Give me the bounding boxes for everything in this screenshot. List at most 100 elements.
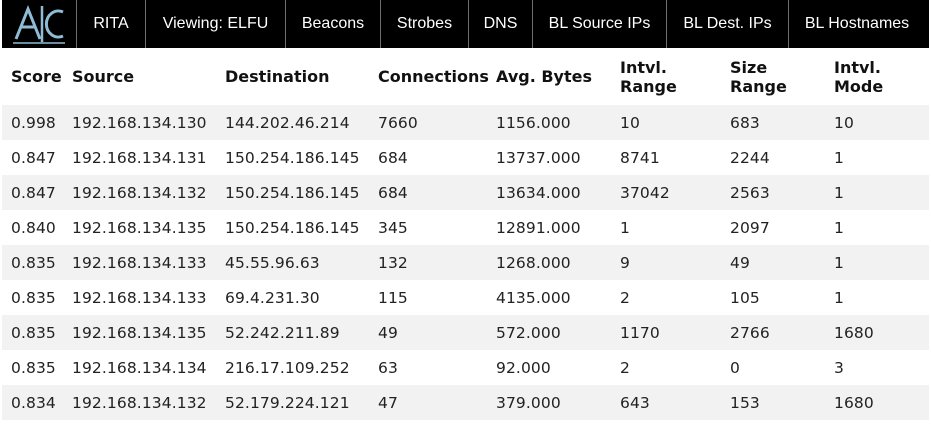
cell-size-range: 153 [730,393,760,412]
cell-intvl-range: 643 [620,393,650,412]
cell-score: 0.835 [11,358,56,377]
nav-bl-hostnames[interactable]: BL Hostnames [804,15,910,32]
cell-destination: 150.254.186.145 [225,148,360,167]
header-score[interactable]: Score [11,67,62,86]
cell-intvl-mode: 1 [834,288,844,307]
cell-size-range: 2244 [730,148,770,167]
cell-intvl-mode: 1680 [834,323,874,342]
cell-source: 192.168.134.134 [72,358,207,377]
cell-score: 0.840 [11,218,56,237]
cell-size-range: 683 [730,113,760,132]
cell-connections: 47 [378,393,398,412]
header-size-range[interactable]: Size Range [730,57,787,96]
cell-intvl-mode: 1 [834,148,844,167]
cell-destination: 150.254.186.145 [225,218,360,237]
cell-connections: 345 [378,218,408,237]
cell-avg-bytes: 379.000 [496,393,561,412]
nav-strobes[interactable]: Strobes [381,0,469,48]
cell-score: 0.835 [11,323,56,342]
cell-intvl-range: 10 [620,113,640,132]
cell-source: 192.168.134.132 [72,393,207,412]
cell-avg-bytes: 1268.000 [496,253,571,272]
cell-size-range: 49 [730,253,750,272]
header-connections[interactable]: Connections [378,67,489,86]
table-row[interactable]: 0.835 192.168.134.134 216.17.109.252 63 92.0… [2,350,929,385]
nav-bl-source-ips[interactable]: BL Source IPs [533,0,667,48]
cell-avg-bytes: 13634.000 [496,183,581,202]
cell-destination: 52.242.211.89 [225,323,340,342]
cell-score: 0.834 [11,393,56,412]
table-row[interactable]: 0.840 192.168.134.135 150.254.186.145 345 12… [2,210,929,245]
cell-connections: 132 [378,253,408,272]
cell-intvl-mode: 10 [834,113,854,132]
header-avg-bytes[interactable]: Avg. Bytes [496,67,592,86]
cell-destination: 216.17.109.252 [225,358,350,377]
header-intvl-mode[interactable]: Intvl. Mode [834,57,884,96]
nav-viewing-dataset[interactable]: Viewing: ELFU [146,0,286,48]
table-row[interactable]: 0.834 192.168.134.132 52.179.224.121 47 379.… [2,385,929,420]
cell-destination: 69.4.231.30 [225,288,320,307]
cell-size-range: 2563 [730,183,770,202]
cell-intvl-mode: 1 [834,218,844,237]
nav-beacons[interactable]: Beacons [286,0,381,48]
cell-source: 192.168.134.130 [72,113,207,132]
cell-intvl-range: 37042 [620,183,670,202]
cell-score: 0.998 [11,113,56,132]
cell-destination: 150.254.186.145 [225,183,360,202]
header-source[interactable]: Source [72,67,135,86]
cell-source: 192.168.134.132 [72,183,207,202]
cell-size-range: 0 [730,358,740,377]
cell-score: 0.847 [11,148,56,167]
nav-dns[interactable]: DNS [469,0,533,48]
cell-intvl-range: 1 [620,218,630,237]
cell-score: 0.835 [11,253,56,272]
cell-score: 0.835 [11,288,56,307]
header-destination[interactable]: Destination [225,67,330,86]
cell-source: 192.168.134.133 [72,288,207,307]
cell-connections: 49 [378,323,398,342]
cell-avg-bytes: 92.000 [496,358,551,377]
cell-intvl-range: 1170 [620,323,660,342]
cell-avg-bytes: 1156.000 [496,113,571,132]
nav-rita[interactable]: RITA [77,0,146,48]
table-row[interactable]: 0.835 192.168.134.133 45.55.96.63 132 1268.0… [2,245,929,280]
cell-intvl-mode: 3 [834,358,844,377]
logo-icon [13,4,65,44]
nav-bl-dest-ips[interactable]: BL Dest. IPs [667,0,789,48]
cell-intvl-mode: 1 [834,253,844,272]
cell-avg-bytes: 12891.000 [496,218,581,237]
cell-connections: 684 [378,148,408,167]
cell-intvl-range: 2 [620,358,630,377]
cell-source: 192.168.134.135 [72,323,207,342]
cell-destination: 45.55.96.63 [225,253,320,272]
cell-avg-bytes: 13737.000 [496,148,581,167]
cell-size-range: 105 [730,288,760,307]
cell-source: 192.168.134.131 [72,148,207,167]
cell-destination: 144.202.46.214 [225,113,350,132]
cell-connections: 115 [378,288,408,307]
cell-score: 0.847 [11,183,56,202]
table-row[interactable]: 0.998 192.168.134.130 144.202.46.214 7660 11… [2,105,929,140]
top-nav-bar: RITA Viewing: ELFU Beacons Strobes DNS B… [2,0,929,48]
header-intvl-range[interactable]: Intvl. Range [620,57,677,96]
table-row[interactable]: 0.847 192.168.134.132 150.254.186.145 684 13… [2,175,929,210]
cell-intvl-mode: 1 [834,183,844,202]
table-row[interactable]: 0.835 192.168.134.135 52.242.211.89 49 572.0… [2,315,929,350]
cell-destination: 52.179.224.121 [225,393,350,412]
cell-intvl-mode: 1680 [834,393,874,412]
cell-intvl-range: 9 [620,253,630,272]
cell-source: 192.168.134.133 [72,253,207,272]
cell-avg-bytes: 4135.000 [496,288,571,307]
table-row[interactable]: 0.835 192.168.134.133 69.4.231.30 115 4135.0… [2,280,929,315]
cell-avg-bytes: 572.000 [496,323,561,342]
cell-intvl-range: 8741 [620,148,660,167]
app-logo[interactable] [2,0,77,48]
table-body: 0.998 192.168.134.130 144.202.46.214 7660 11… [2,105,929,420]
cell-connections: 63 [378,358,398,377]
cell-connections: 684 [378,183,408,202]
table-row[interactable]: 0.847 192.168.134.131 150.254.186.145 684 13… [2,140,929,175]
cell-source: 192.168.134.135 [72,218,207,237]
table-header-row: Score Source Destination Connections Avg… [2,48,929,105]
cell-size-range: 2766 [730,323,770,342]
cell-intvl-range: 2 [620,288,630,307]
